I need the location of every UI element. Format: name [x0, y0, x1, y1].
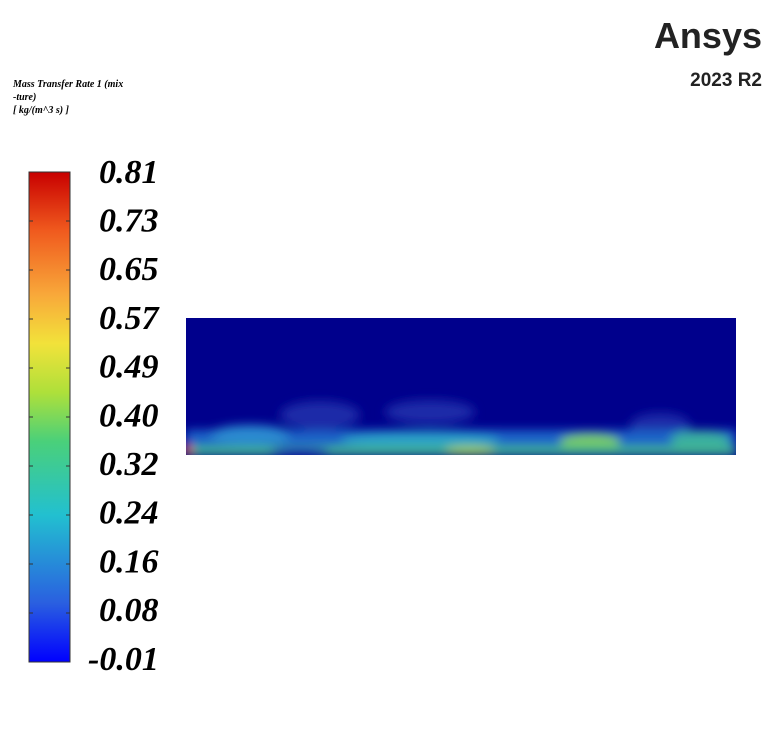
legend-title-line: -ture) — [13, 92, 36, 103]
brand-version: 2023 R2 — [690, 70, 762, 91]
legend-title-line: Mass Transfer Rate 1 (mix — [12, 79, 123, 90]
tick-label: 0.32 — [99, 446, 159, 483]
color-bar-ticks: 0.81 0.73 0.65 0.57 0.49 0.40 0.32 0.24 0.16 0.08… — [29, 154, 161, 678]
color-bar — [28, 171, 71, 663]
brand-name: Ansys — [654, 15, 762, 56]
tick-label: 0.24 — [99, 495, 159, 532]
contour-field — [186, 318, 736, 455]
legend-title-line: [ kg/(m^3 s) ] — [13, 105, 70, 116]
legend-title: Mass Transfer Rate 1 (mix -ture) [ kg/(m… — [12, 79, 123, 116]
tick-label: 0.65 — [99, 251, 159, 288]
tick-label: 0.73 — [99, 202, 159, 239]
tick-label: 0.40 — [99, 397, 159, 434]
tick-label: 0.57 — [99, 300, 161, 337]
tick-label: -0.01 — [88, 641, 159, 678]
tick-label: 0.08 — [99, 592, 159, 629]
tick-label: 0.81 — [99, 154, 159, 191]
tick-label: 0.49 — [99, 349, 159, 386]
tick-label: 0.16 — [99, 543, 159, 580]
